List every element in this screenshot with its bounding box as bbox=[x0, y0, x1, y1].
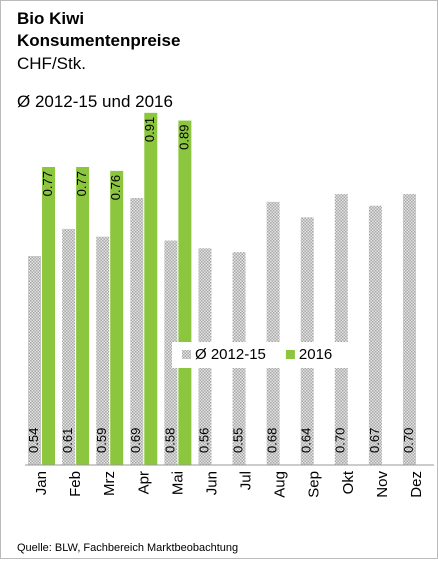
x-tick-label: Mai bbox=[169, 471, 186, 495]
bar bbox=[300, 217, 314, 465]
value-label: 0.58 bbox=[162, 428, 177, 453]
x-tick-label: Feb bbox=[67, 471, 84, 497]
bar bbox=[144, 112, 158, 465]
x-tick-label: Mrz bbox=[101, 471, 118, 496]
x-tick-label: Jun bbox=[203, 471, 220, 495]
value-label: 0.70 bbox=[333, 428, 348, 453]
chart-title: Konsumentenpreise bbox=[17, 31, 180, 50]
chart-subtitle: CHF/Stk. bbox=[17, 54, 86, 73]
chart-title: Bio Kiwi bbox=[17, 9, 84, 28]
x-tick-label: Aug bbox=[272, 471, 289, 498]
value-label: 0.77 bbox=[40, 171, 55, 196]
x-tick-label: Nov bbox=[374, 471, 391, 498]
bar bbox=[28, 256, 42, 465]
bar bbox=[334, 194, 348, 465]
bar bbox=[164, 240, 178, 465]
bar bbox=[62, 228, 76, 465]
value-label: 0.76 bbox=[108, 175, 123, 200]
bar bbox=[178, 120, 192, 465]
x-tick-label: Sep bbox=[306, 471, 323, 498]
x-tick-label: Apr bbox=[135, 471, 152, 494]
legend-box bbox=[172, 342, 368, 368]
value-label: 0.89 bbox=[176, 125, 191, 150]
value-label: 0.56 bbox=[196, 428, 211, 453]
value-label: 0.55 bbox=[230, 428, 245, 453]
chart-subtitle: Ø 2012-15 und 2016 bbox=[17, 92, 173, 111]
value-label: 0.59 bbox=[94, 428, 109, 453]
bar bbox=[110, 170, 124, 465]
value-label: 0.91 bbox=[142, 117, 157, 142]
value-label: 0.69 bbox=[128, 428, 143, 453]
value-label: 0.61 bbox=[60, 428, 75, 453]
legend-swatch bbox=[285, 350, 295, 359]
bar bbox=[42, 167, 56, 465]
legend-label: 2016 bbox=[299, 346, 332, 363]
bar bbox=[402, 194, 416, 465]
value-label: 0.54 bbox=[26, 428, 41, 453]
bar bbox=[368, 205, 382, 465]
x-tick-label: Jan bbox=[33, 471, 50, 495]
bar bbox=[266, 201, 280, 465]
legend-swatch bbox=[182, 350, 191, 359]
value-label: 0.70 bbox=[401, 428, 416, 453]
bar bbox=[130, 197, 144, 465]
x-tick-label: Dez bbox=[408, 471, 425, 498]
value-label: 0.68 bbox=[265, 428, 280, 453]
x-tick-label: Okt bbox=[340, 470, 357, 494]
value-label: 0.64 bbox=[299, 428, 314, 453]
value-label: 0.67 bbox=[367, 428, 382, 453]
source: Quelle: BLW, Fachbereich Marktbeobachtun… bbox=[17, 542, 238, 554]
bar bbox=[76, 167, 90, 465]
bar bbox=[96, 236, 110, 465]
x-tick-label: Jul bbox=[238, 471, 255, 490]
legend-label: Ø 2012-15 bbox=[195, 346, 266, 363]
value-label: 0.77 bbox=[74, 171, 89, 196]
